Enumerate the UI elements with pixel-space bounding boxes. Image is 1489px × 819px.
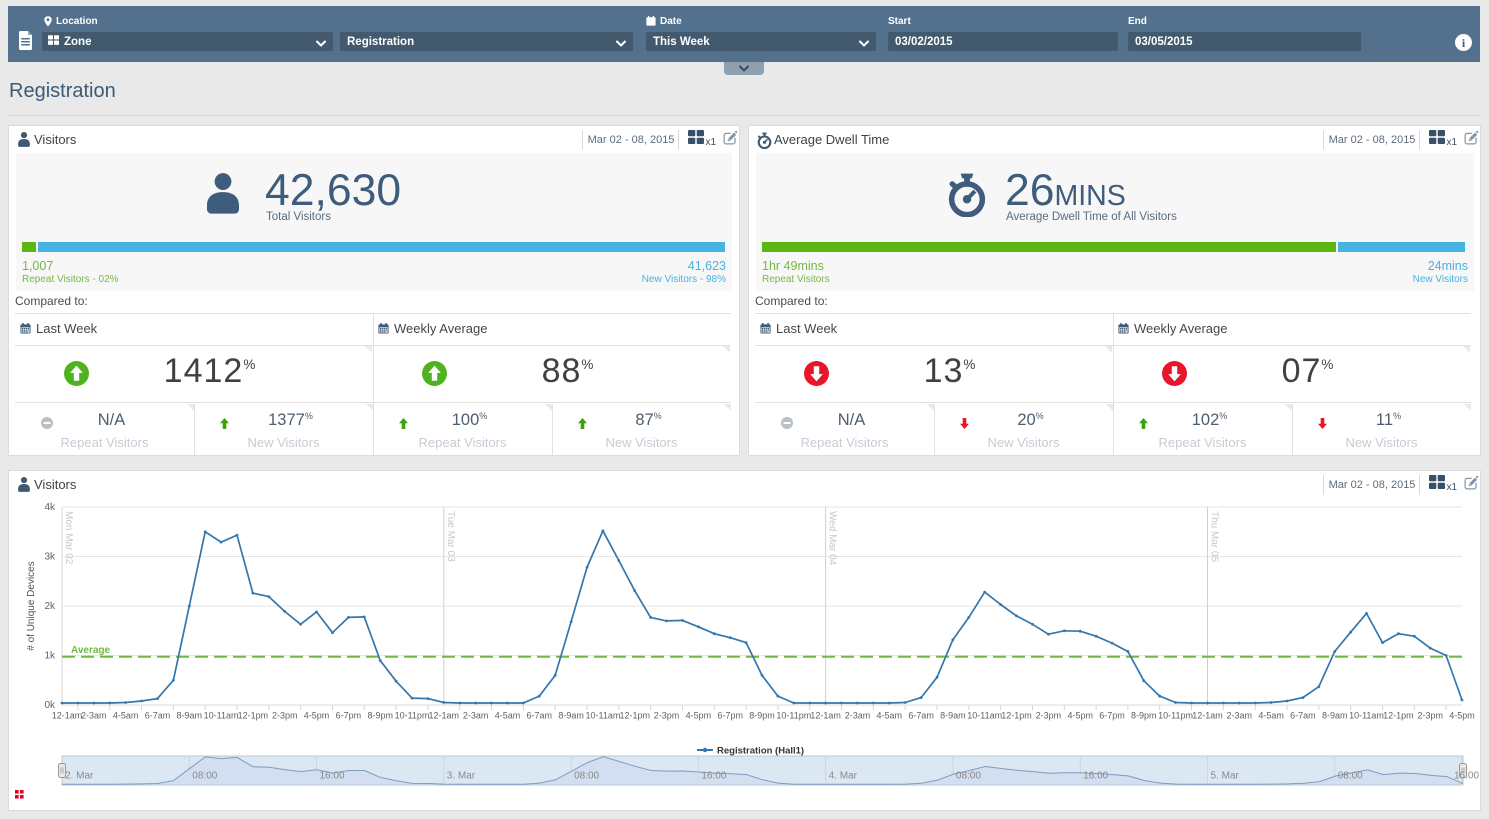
svg-text:6-7am: 6-7am <box>1290 711 1316 721</box>
svg-text:i: i <box>1462 36 1466 50</box>
svg-text:Thu Mar 05: Thu Mar 05 <box>1209 511 1220 563</box>
svg-text:2k: 2k <box>44 601 56 612</box>
svg-text:8-9pm: 8-9pm <box>367 711 393 721</box>
svg-text:8-9am: 8-9am <box>177 711 203 721</box>
svg-text:12-1pm: 12-1pm <box>1001 711 1032 721</box>
svg-text:8-9pm: 8-9pm <box>1131 711 1157 721</box>
svg-text:12-1am: 12-1am <box>429 711 460 721</box>
svg-text:6-7pm: 6-7pm <box>336 711 362 721</box>
svg-text:Wed Mar 04: Wed Mar 04 <box>827 511 838 566</box>
svg-text:5. Mar: 5. Mar <box>1211 771 1240 782</box>
svg-text:4-5pm: 4-5pm <box>1449 711 1475 721</box>
svg-text:3k: 3k <box>44 552 56 563</box>
svg-text:2-3pm: 2-3pm <box>272 711 298 721</box>
svg-text:08:00: 08:00 <box>1338 771 1363 782</box>
svg-text:6-7pm: 6-7pm <box>1099 711 1125 721</box>
svg-text:8-9am: 8-9am <box>558 711 584 721</box>
svg-text:10-11am: 10-11am <box>967 711 1002 721</box>
svg-text:10-11pm: 10-11pm <box>395 711 430 721</box>
svg-text:6-7am: 6-7am <box>145 711 171 721</box>
svg-text:0k: 0k <box>44 700 56 711</box>
svg-text:4-5pm: 4-5pm <box>304 711 330 721</box>
svg-text:4-5am: 4-5am <box>495 711 521 721</box>
svg-text:Average: Average <box>71 645 111 656</box>
svg-text:10-11pm: 10-11pm <box>776 711 811 721</box>
svg-text:10-11am: 10-11am <box>1349 711 1384 721</box>
svg-text:12-1am: 12-1am <box>810 711 841 721</box>
svg-text:6-7pm: 6-7pm <box>717 711 743 721</box>
svg-text:12-1pm: 12-1pm <box>238 711 269 721</box>
svg-text:12-1am: 12-1am <box>52 711 83 721</box>
svg-text:Registration (Hall1): Registration (Hall1) <box>717 746 804 757</box>
svg-text:2-3am: 2-3am <box>81 711 107 721</box>
svg-text:4-5am: 4-5am <box>877 711 903 721</box>
svg-text:10-11pm: 10-11pm <box>1158 711 1193 721</box>
svg-text:# of Unique Devices: # of Unique Devices <box>26 561 37 651</box>
svg-text:16:00: 16:00 <box>1454 771 1479 782</box>
svg-text:Mon Mar 02: Mon Mar 02 <box>63 511 74 565</box>
svg-text:12-1pm: 12-1pm <box>1383 711 1414 721</box>
svg-text:2-3am: 2-3am <box>845 711 871 721</box>
svg-text:8-9am: 8-9am <box>940 711 966 721</box>
svg-text:2-3am: 2-3am <box>1227 711 1253 721</box>
svg-text:4k: 4k <box>44 502 56 513</box>
svg-text:8-9pm: 8-9pm <box>749 711 775 721</box>
svg-text:10-11am: 10-11am <box>204 711 239 721</box>
svg-text:10-11am: 10-11am <box>585 711 620 721</box>
svg-text:4-5am: 4-5am <box>113 711 139 721</box>
svg-text:16:00: 16:00 <box>701 771 726 782</box>
svg-text:2-3am: 2-3am <box>463 711 489 721</box>
svg-text:16:00: 16:00 <box>320 771 345 782</box>
svg-text:12-1am: 12-1am <box>1192 711 1223 721</box>
svg-text:1k: 1k <box>44 651 56 662</box>
svg-text:2-3pm: 2-3pm <box>654 711 680 721</box>
svg-text:08:00: 08:00 <box>574 771 599 782</box>
svg-text:3. Mar: 3. Mar <box>447 771 476 782</box>
svg-text:6-7am: 6-7am <box>527 711 553 721</box>
svg-text:4. Mar: 4. Mar <box>829 771 858 782</box>
svg-text:4-5pm: 4-5pm <box>1067 711 1093 721</box>
svg-text:2. Mar: 2. Mar <box>65 771 94 782</box>
svg-text:08:00: 08:00 <box>956 771 981 782</box>
svg-text:6-7am: 6-7am <box>908 711 934 721</box>
svg-text:12-1pm: 12-1pm <box>619 711 650 721</box>
svg-text:08:00: 08:00 <box>192 771 217 782</box>
svg-text:16:00: 16:00 <box>1083 771 1108 782</box>
svg-text:8-9am: 8-9am <box>1322 711 1348 721</box>
svg-text:4-5am: 4-5am <box>1258 711 1284 721</box>
svg-text:4-5pm: 4-5pm <box>686 711 712 721</box>
svg-text:2-3pm: 2-3pm <box>1036 711 1062 721</box>
svg-text:2-3pm: 2-3pm <box>1417 711 1443 721</box>
svg-text:Tue Mar 03: Tue Mar 03 <box>445 511 456 562</box>
